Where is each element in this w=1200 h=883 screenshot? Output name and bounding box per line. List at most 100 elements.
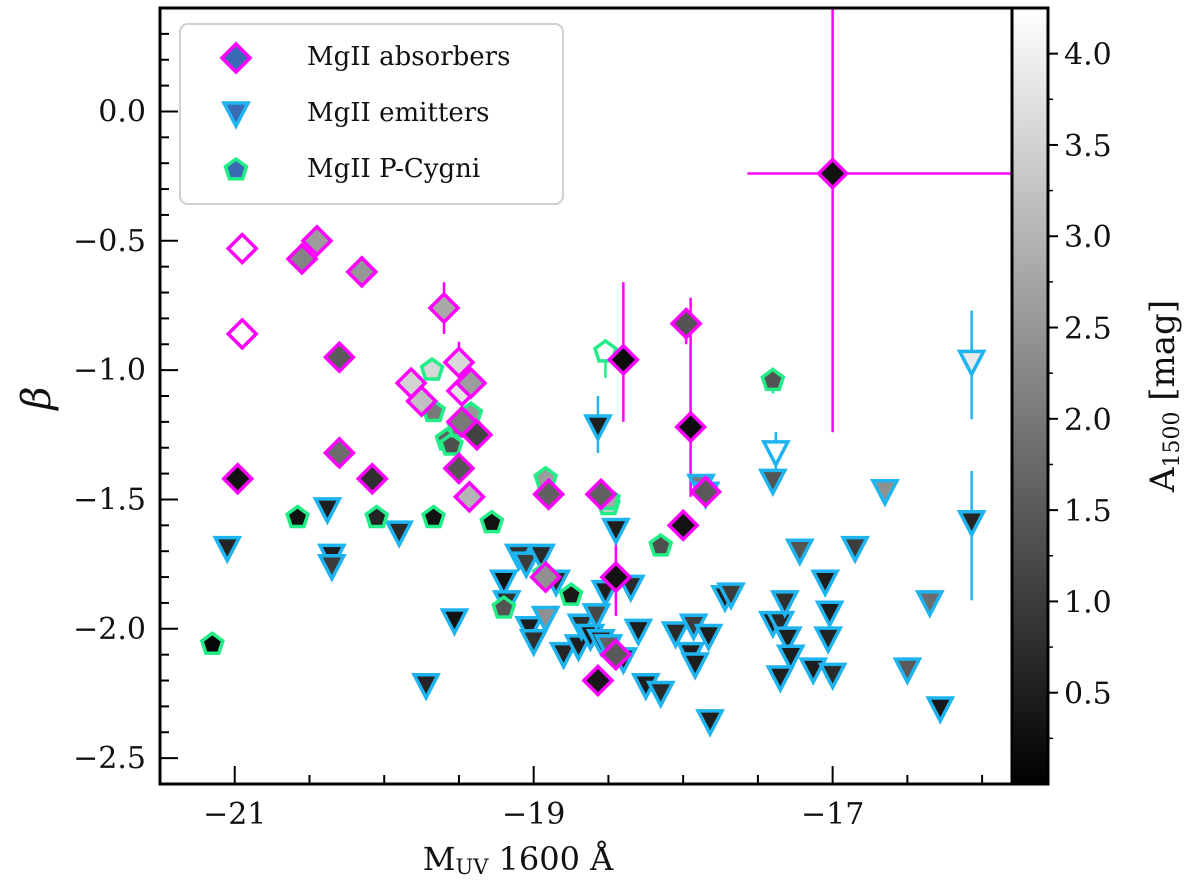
data-point-triangle-down	[212, 535, 243, 565]
data-point-triangle-down	[810, 569, 841, 599]
y-tick-label: −1.5	[73, 482, 146, 517]
colorbar-frame	[1010, 6, 1050, 786]
data-point-triangle-down	[384, 520, 415, 549]
x-axis-title-sub: UV	[456, 855, 490, 879]
data-point-triangle-down	[645, 680, 676, 710]
colorbar-tick-label: 0.5	[1064, 677, 1112, 712]
legend-marker-pentagon	[223, 156, 249, 181]
data-point-diamond	[532, 477, 566, 511]
data-point-triangle-down	[695, 709, 725, 738]
data-point-diamond	[666, 508, 700, 542]
data-point-triangle-down	[312, 497, 343, 526]
colorbar-tick-label: 4.0	[1064, 38, 1112, 73]
data-point-pentagon	[760, 367, 786, 392]
legend: MgII absorbers MgII emitters MgII P-Cygn…	[179, 23, 564, 205]
data-point-diamond	[452, 480, 486, 514]
data-point-diamond	[584, 477, 618, 511]
data-point-diamond	[816, 157, 850, 191]
data-point-triangle-down	[511, 551, 542, 580]
legend-box	[179, 23, 564, 205]
data-point-triangle-down	[765, 610, 796, 640]
data-point-triangle-down	[892, 657, 923, 686]
data-point-triangle-down	[411, 672, 441, 702]
data-point-diamond	[599, 560, 633, 594]
data-point-triangle-down	[784, 538, 815, 567]
data-point-pentagon	[285, 504, 311, 529]
data-point-pentagon	[558, 582, 584, 606]
data-point-pentagon	[421, 504, 447, 529]
colorbar-tick-label: 2.5	[1064, 312, 1112, 347]
data-point-pentagon	[199, 631, 225, 655]
data-point-pentagon	[364, 504, 390, 529]
data-point-triangle-down	[775, 644, 806, 674]
data-point-diamond	[300, 224, 334, 258]
legend-marker-triangle-down	[221, 101, 251, 130]
data-point-triangle-down	[660, 621, 691, 650]
x-tick-label: −21	[203, 797, 266, 832]
data-point-diamond	[427, 291, 461, 325]
data-point-pentagon	[438, 431, 464, 456]
x-tick-label: −19	[502, 797, 565, 832]
data-point-triangle-down	[518, 628, 549, 658]
data-point-diamond	[322, 340, 356, 374]
data-point-triangle-down	[581, 603, 612, 632]
colorbar-title-rest: [mag]	[1143, 300, 1183, 412]
colorbar-tick-label: 1.0	[1064, 585, 1112, 620]
data-point-diamond	[669, 307, 703, 341]
data-point-triangle-down	[623, 618, 654, 648]
data-point-triangle-down	[693, 623, 724, 653]
x-axis-title-main: M	[423, 840, 456, 878]
y-tick-label: −1.0	[73, 353, 146, 388]
data-point-triangle-down	[817, 662, 848, 692]
data-point-diamond	[405, 384, 439, 418]
colorbar-title-main: A	[1143, 467, 1183, 493]
colorbar-tick-label: 3.5	[1064, 129, 1112, 164]
x-axis-ticks: −21 −19 −17	[159, 766, 984, 832]
x-tick-label: −17	[801, 797, 864, 832]
legend-label-emitters: MgII emitters	[307, 98, 489, 128]
data-point-triangle-down	[716, 582, 746, 611]
data-point-diamond	[460, 418, 494, 452]
data-point-diamond	[355, 462, 389, 496]
y-tick-label: 0.0	[98, 94, 146, 129]
y-axis-title: β	[14, 386, 60, 411]
colorbar-title: A1500 [mag]	[1143, 300, 1185, 493]
data-point-pentagon	[479, 509, 505, 534]
data-point-triangle-down	[956, 509, 987, 539]
data-point-triangle-down	[925, 696, 956, 725]
data-point-pentagon	[592, 338, 618, 363]
data-point-diamond	[442, 451, 476, 485]
colorbar	[1012, 8, 1048, 784]
data-point-triangle-down	[956, 349, 987, 379]
data-point-triangle-down	[601, 517, 631, 547]
data-point-triangle-down	[317, 553, 347, 583]
colorbar-tick-label: 1.5	[1064, 494, 1112, 529]
y-tick-label: −2.0	[73, 612, 146, 647]
data-point-diamond	[225, 317, 259, 351]
x-axis-title: MUV 1600 Å	[423, 840, 614, 879]
data-point-triangle-down	[772, 626, 803, 655]
data-markers	[199, 157, 987, 738]
legend-markers	[219, 41, 253, 181]
y-tick-label: −2.5	[73, 741, 146, 776]
data-point-triangle-down	[814, 600, 845, 630]
data-point-diamond	[599, 638, 633, 672]
legend-label-absorbers: MgII absorbers	[307, 42, 510, 72]
data-point-triangle-down	[439, 608, 470, 637]
data-point-triangle-down	[765, 665, 796, 694]
colorbar-tick-label: 2.0	[1064, 403, 1112, 438]
data-point-pentagon	[419, 356, 445, 381]
data-point-triangle-down	[769, 590, 800, 619]
colorbar-tick-label: 3.0	[1064, 220, 1112, 255]
data-point-triangle-down	[840, 535, 870, 565]
y-tick-label: −0.5	[73, 224, 146, 259]
data-point-diamond	[674, 410, 708, 444]
data-point-triangle-down	[530, 605, 561, 635]
data-point-triangle-down	[526, 543, 557, 573]
data-point-triangle-down	[760, 440, 791, 469]
colorbar-title-sub: 1500	[1160, 412, 1185, 468]
colorbar-ticks: 0.5 1.0 1.5 2.0 2.5 3.0 3.5 4.0	[1048, 38, 1112, 740]
data-point-triangle-down	[680, 652, 711, 681]
data-point-pentagon	[491, 594, 517, 619]
